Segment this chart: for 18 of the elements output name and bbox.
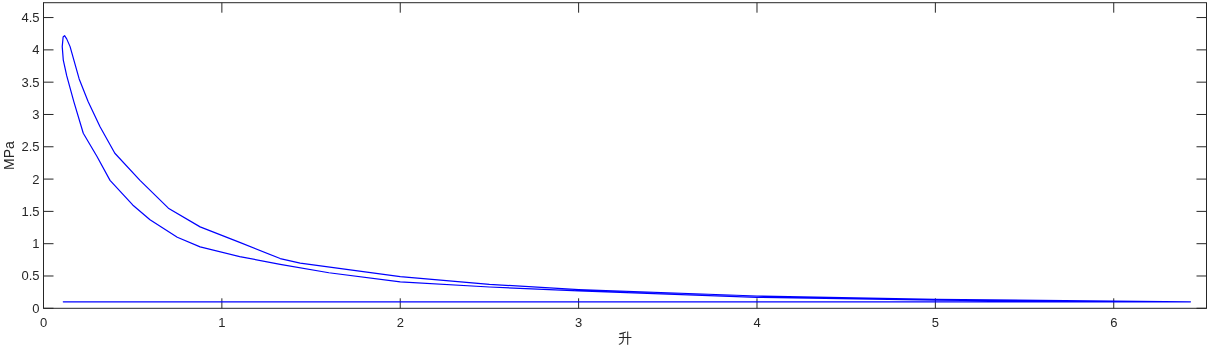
x-tick-label: 1: [218, 315, 226, 331]
x-tick-label: 3: [575, 315, 583, 331]
y-tick-label: 2: [32, 171, 40, 187]
x-axis-title: 升: [618, 330, 632, 346]
x-tick-label: 4: [753, 315, 761, 331]
x-tick-label: 6: [1110, 315, 1118, 331]
y-tick-label: 4: [32, 42, 40, 58]
y-tick-label: 3: [32, 106, 40, 122]
y-tick-label: 0.5: [21, 268, 40, 284]
y-tick-label: 1.5: [21, 203, 40, 219]
y-tick-label: 3.5: [21, 74, 40, 90]
y-axis-title: MPa: [1, 140, 17, 170]
x-tick-label: 2: [396, 315, 404, 331]
y-tick-label: 2.5: [21, 139, 40, 155]
y-tick-label: 0: [32, 300, 40, 316]
y-tick-label: 1: [32, 236, 40, 252]
x-tick-label: 5: [931, 315, 939, 331]
y-tick-label: 4.5: [21, 10, 40, 26]
